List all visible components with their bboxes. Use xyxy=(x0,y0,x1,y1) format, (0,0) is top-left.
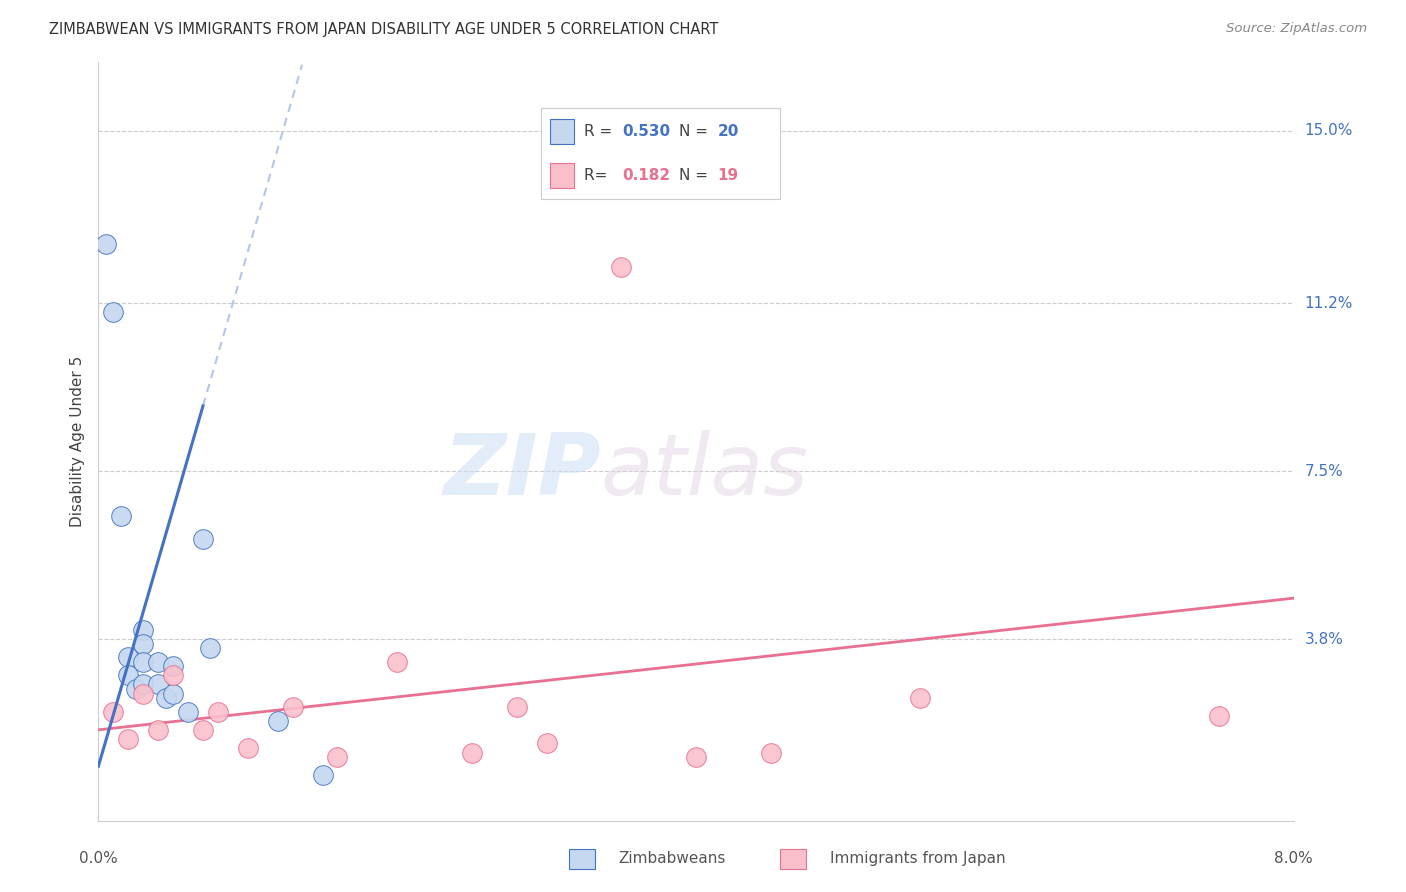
Point xyxy=(385,655,409,669)
Point xyxy=(132,677,155,691)
Point xyxy=(267,714,290,728)
Point xyxy=(311,768,333,782)
Text: 15.0%: 15.0% xyxy=(1305,123,1353,138)
Point xyxy=(148,655,170,669)
Point xyxy=(236,741,259,756)
Point xyxy=(117,668,139,682)
Point xyxy=(132,655,155,669)
Text: 0.0%: 0.0% xyxy=(79,851,118,866)
Point xyxy=(200,641,222,656)
Point xyxy=(162,668,184,682)
Text: 11.2%: 11.2% xyxy=(1305,295,1353,310)
Point xyxy=(132,623,155,637)
Point xyxy=(103,705,125,719)
Point xyxy=(207,705,229,719)
Text: ZIMBABWEAN VS IMMIGRANTS FROM JAPAN DISABILITY AGE UNDER 5 CORRELATION CHART: ZIMBABWEAN VS IMMIGRANTS FROM JAPAN DISA… xyxy=(49,22,718,37)
Point xyxy=(506,700,529,714)
Y-axis label: Disability Age Under 5: Disability Age Under 5 xyxy=(69,356,84,527)
Point xyxy=(536,736,558,750)
Point xyxy=(110,509,132,524)
Text: 8.0%: 8.0% xyxy=(1274,851,1313,866)
Text: 3.8%: 3.8% xyxy=(1305,632,1344,647)
Point xyxy=(326,750,349,764)
Point xyxy=(461,746,484,760)
Point xyxy=(155,691,177,706)
Point xyxy=(117,731,139,746)
Text: Zimbabweans: Zimbabweans xyxy=(619,851,725,865)
Point xyxy=(103,305,125,319)
Point xyxy=(1208,709,1230,723)
Point xyxy=(125,681,148,696)
Text: Immigrants from Japan: Immigrants from Japan xyxy=(830,851,1005,865)
Point xyxy=(162,659,184,673)
Point xyxy=(281,700,304,714)
Text: 7.5%: 7.5% xyxy=(1305,464,1343,478)
Point xyxy=(191,723,214,737)
Point xyxy=(148,677,170,691)
Point xyxy=(132,636,155,650)
Text: atlas: atlas xyxy=(600,430,808,514)
Point xyxy=(117,650,139,665)
Point xyxy=(191,532,214,546)
Point xyxy=(148,723,170,737)
Point xyxy=(162,686,184,700)
Point xyxy=(94,237,117,252)
Text: ZIP: ZIP xyxy=(443,430,600,514)
Point xyxy=(908,691,931,706)
Point xyxy=(759,746,782,760)
Text: Source: ZipAtlas.com: Source: ZipAtlas.com xyxy=(1226,22,1367,36)
Point xyxy=(685,750,707,764)
Point xyxy=(177,705,200,719)
Point xyxy=(132,686,155,700)
Point xyxy=(610,260,633,274)
